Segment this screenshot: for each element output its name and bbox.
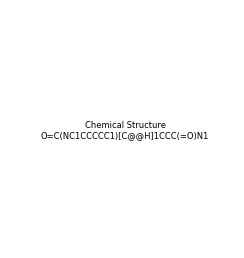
Text: Chemical Structure
O=C(NC1CCCCC1)[C@@H]1CCC(=O)N1: Chemical Structure O=C(NC1CCCCC1)[C@@H]1… — [41, 120, 209, 140]
